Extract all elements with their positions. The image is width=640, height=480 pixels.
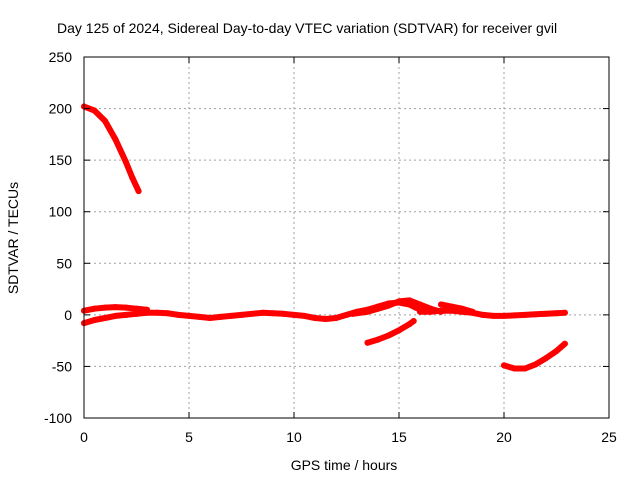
y-tick-label: 150: [49, 152, 73, 168]
data-point: [123, 311, 129, 318]
data-point: [91, 305, 98, 312]
data-point: [501, 312, 507, 319]
data-point: [561, 309, 568, 316]
data-point: [427, 305, 434, 312]
data-point: [186, 312, 192, 319]
data-point: [543, 355, 549, 362]
data-point: [406, 321, 413, 328]
data-point: [238, 311, 245, 318]
x-tick-label: 10: [286, 429, 302, 445]
data-point: [91, 107, 98, 114]
data-point: [133, 305, 140, 312]
data-point: [112, 136, 119, 143]
axis-ticks: 0 5 10 15 20 25 -100 -50 0 50 100 150 200 250: [44, 49, 617, 445]
x-tick-label: 25: [601, 429, 617, 445]
data-point: [553, 310, 560, 317]
data-point: [301, 312, 308, 319]
data-point: [123, 304, 129, 311]
data-point: [333, 314, 339, 321]
data-point: [175, 311, 182, 318]
data-point: [375, 305, 381, 312]
data-point: [375, 336, 381, 343]
x-axis-title: GPS time / hours: [291, 457, 398, 473]
y-tick-label: 0: [64, 307, 72, 323]
data-point: [561, 340, 568, 347]
data-point: [123, 159, 129, 166]
data-point: [259, 309, 266, 316]
x-tick-label: 20: [496, 429, 512, 445]
data-point: [490, 312, 497, 319]
chart-title: Day 125 of 2024, Sidereal Day-to-day VTE…: [57, 20, 557, 36]
data-point: [154, 309, 161, 316]
data-point: [501, 362, 507, 369]
y-tick-label: -50: [52, 358, 72, 374]
data-point: [438, 308, 444, 315]
data-point: [102, 304, 108, 311]
data-point: [270, 310, 276, 317]
y-tick-label: 100: [49, 204, 73, 220]
data-point: [480, 311, 486, 318]
data-point: [448, 303, 455, 310]
y-tick-label: -100: [44, 410, 72, 426]
plot-frame: [83, 56, 610, 419]
series-group: [81, 103, 568, 372]
data-point: [469, 308, 476, 315]
data-point: [291, 311, 297, 318]
data-point: [102, 314, 108, 321]
data-point: [385, 332, 392, 339]
series-line-7: [438, 301, 476, 315]
data-point: [112, 312, 119, 319]
data-point: [280, 310, 287, 317]
y-tick-label: 200: [49, 101, 73, 117]
x-tick-label: 0: [80, 429, 88, 445]
data-point: [312, 314, 318, 321]
data-point: [364, 308, 371, 315]
data-point: [522, 365, 528, 372]
data-point: [396, 327, 402, 334]
data-point: [417, 308, 423, 315]
data-point: [102, 117, 108, 124]
data-point: [417, 301, 423, 308]
data-point: [217, 313, 224, 320]
data-point: [91, 317, 98, 324]
y-tick-label: 250: [49, 49, 73, 65]
grid: [84, 57, 609, 418]
data-point: [410, 318, 417, 325]
data-point: [165, 310, 171, 317]
x-tick-label: 5: [185, 429, 193, 445]
data-point: [144, 309, 150, 316]
data-point: [385, 302, 392, 309]
data-point: [249, 310, 255, 317]
data-point: [511, 365, 518, 372]
data-point: [228, 312, 234, 319]
data-point: [543, 310, 549, 317]
data-point: [511, 312, 518, 319]
y-tick-label: 50: [56, 255, 72, 271]
data-point: [135, 188, 142, 195]
data-point: [349, 310, 356, 317]
data-point: [553, 347, 560, 354]
data-point: [196, 313, 203, 320]
data-point: [396, 298, 402, 305]
data-point: [438, 301, 444, 308]
data-point: [112, 304, 119, 311]
data-point: [364, 339, 371, 346]
data-point: [532, 311, 539, 318]
data-point: [207, 314, 213, 321]
x-tick-label: 15: [391, 429, 407, 445]
data-point: [406, 297, 413, 304]
data-point: [322, 315, 329, 322]
data-point: [129, 174, 136, 181]
y-axis-title: SDTVAR / TECUs: [5, 182, 21, 294]
data-point: [522, 311, 528, 318]
data-point: [133, 310, 140, 317]
data-point: [532, 361, 539, 368]
data-point: [459, 305, 465, 312]
data-point: [343, 311, 350, 318]
